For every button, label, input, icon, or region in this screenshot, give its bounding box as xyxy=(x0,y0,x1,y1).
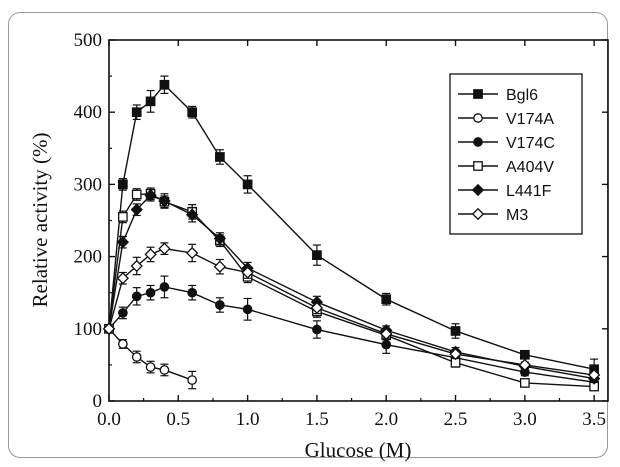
x-tick-label: 3.5 xyxy=(582,409,606,430)
series-layer xyxy=(102,75,601,392)
data-point-m3 xyxy=(213,260,227,273)
x-axis-label: Glucose (M) xyxy=(305,438,412,462)
data-point-bgl6 xyxy=(312,250,322,261)
data-point-v174a xyxy=(159,365,170,375)
legend-item-v174c: V174C xyxy=(458,135,555,152)
axes: 0.0 0.5 1.0 1.5 2.0 2.5 3.0 3.5 0 100 200 300 400 500 xyxy=(74,30,609,430)
series-v174a xyxy=(104,323,198,390)
y-tick-label: 200 xyxy=(74,247,103,268)
data-point-l441f xyxy=(144,189,157,202)
legend-marker xyxy=(473,161,483,171)
data-point-m3 xyxy=(380,327,393,341)
y-tick-label: 500 xyxy=(74,30,103,51)
data-point-a404v xyxy=(131,189,142,200)
data-point-m3 xyxy=(518,358,532,372)
data-point-l441f xyxy=(185,208,199,221)
series-m3 xyxy=(102,242,601,382)
legend: Bgl6 V174A V174C A404V L441F M3 xyxy=(449,73,583,235)
legend-label: L441F xyxy=(506,183,552,200)
data-point-v174a xyxy=(187,375,198,385)
y-tick-label: 0 xyxy=(93,391,103,412)
data-point-v174c xyxy=(131,291,142,302)
data-point-bgl6 xyxy=(131,107,142,118)
legend-marker xyxy=(473,113,483,123)
data-point-m3 xyxy=(310,301,324,315)
y-tick-label: 300 xyxy=(74,174,103,195)
x-tick-label: 0.5 xyxy=(166,409,190,430)
legend-box xyxy=(449,73,583,235)
legend-label: A404V xyxy=(506,159,554,176)
x-tick-label: 2.0 xyxy=(374,409,398,430)
y-tick-label: 100 xyxy=(74,319,103,340)
y-tick-label: 400 xyxy=(74,102,103,123)
data-point-bgl6 xyxy=(381,294,392,305)
legend-item-bgl6: Bgl6 xyxy=(458,87,538,104)
data-point-bgl6 xyxy=(519,349,530,360)
data-point-v174c xyxy=(159,282,170,292)
legend-marker xyxy=(473,137,483,147)
data-point-bgl6 xyxy=(215,152,225,162)
x-tick-label: 0.0 xyxy=(97,409,121,430)
data-point-v174a xyxy=(145,362,156,372)
data-point-a404v xyxy=(519,378,530,388)
legend-item-m3: M3 xyxy=(458,207,528,224)
data-point-bgl6 xyxy=(159,79,170,90)
data-point-v174c xyxy=(312,324,322,335)
data-point-m3 xyxy=(185,246,199,260)
data-point-v174c xyxy=(118,308,128,318)
x-tick-label: 2.5 xyxy=(444,409,468,430)
data-point-m3 xyxy=(102,322,116,335)
data-point-bgl6 xyxy=(145,96,156,107)
data-point-bgl6 xyxy=(118,179,128,190)
data-point-bgl6 xyxy=(187,107,198,118)
data-point-m3 xyxy=(130,259,143,273)
data-point-v174c xyxy=(145,287,156,298)
legend-label: Bgl6 xyxy=(506,87,538,104)
legend-marker xyxy=(473,89,483,99)
data-point-l441f xyxy=(213,232,227,245)
data-point-m3 xyxy=(587,368,601,382)
legend-label: V174A xyxy=(506,111,554,128)
data-point-m3 xyxy=(144,248,157,261)
y-axis-label: Relative activity (%) xyxy=(28,133,52,308)
data-point-m3 xyxy=(241,266,254,279)
legend-item-a404v: A404V xyxy=(458,159,554,176)
data-point-v174c xyxy=(215,300,225,310)
data-point-l441f xyxy=(130,203,143,216)
legend-label: V174C xyxy=(506,135,555,152)
x-tick-label: 1.0 xyxy=(236,409,260,430)
data-point-v174a xyxy=(131,352,142,362)
data-point-l441f xyxy=(158,194,171,208)
data-point-m3 xyxy=(116,272,130,285)
legend-item-l441f: L441F xyxy=(458,183,552,200)
data-point-m3 xyxy=(449,347,462,361)
data-point-v174c xyxy=(381,339,392,350)
data-point-bgl6 xyxy=(242,179,253,190)
legend-marker xyxy=(471,183,485,197)
x-tick-label: 1.5 xyxy=(305,409,329,430)
data-point-v174c xyxy=(187,287,198,298)
legend-label: M3 xyxy=(506,207,528,224)
legend-item-v174a: V174A xyxy=(458,111,554,128)
x-tick-label: 3.0 xyxy=(513,409,537,430)
data-point-bgl6 xyxy=(450,326,461,336)
data-point-v174c xyxy=(242,304,253,315)
legend-marker xyxy=(471,207,485,221)
data-point-a404v xyxy=(118,212,128,222)
data-point-v174a xyxy=(118,339,128,349)
data-point-m3 xyxy=(158,242,171,255)
data-point-l441f xyxy=(116,235,130,249)
